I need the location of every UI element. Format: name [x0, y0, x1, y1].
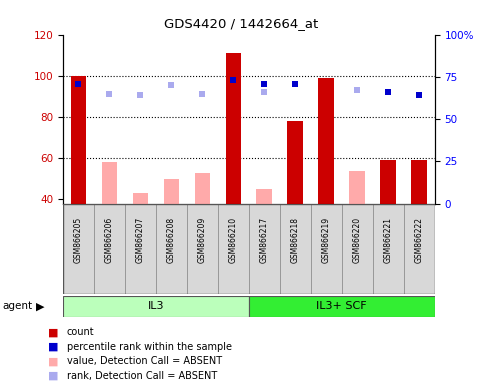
Text: rank, Detection Call = ABSENT: rank, Detection Call = ABSENT — [67, 371, 217, 381]
Text: GSM866209: GSM866209 — [198, 217, 207, 263]
Bar — [256, 189, 272, 204]
Bar — [373, 204, 404, 294]
Bar — [404, 204, 435, 294]
Bar — [94, 204, 125, 294]
Text: GSM866217: GSM866217 — [260, 217, 269, 263]
Text: IL3: IL3 — [147, 301, 164, 311]
Text: GSM866220: GSM866220 — [353, 217, 362, 263]
Bar — [101, 162, 117, 204]
Text: value, Detection Call = ABSENT: value, Detection Call = ABSENT — [67, 356, 222, 366]
Text: ■: ■ — [48, 356, 59, 366]
Text: ■: ■ — [48, 327, 59, 337]
Bar — [125, 204, 156, 294]
Text: percentile rank within the sample: percentile rank within the sample — [67, 342, 232, 352]
Text: count: count — [67, 327, 94, 337]
Text: GSM866222: GSM866222 — [415, 217, 424, 263]
Bar — [63, 296, 249, 317]
Bar — [132, 193, 148, 204]
Text: GSM866207: GSM866207 — [136, 217, 145, 263]
Bar — [195, 173, 210, 204]
Text: GSM866210: GSM866210 — [229, 217, 238, 263]
Bar — [381, 160, 396, 204]
Text: agent: agent — [2, 301, 32, 311]
Bar — [318, 78, 334, 204]
Bar — [71, 76, 86, 204]
Text: GSM866208: GSM866208 — [167, 217, 176, 263]
Bar — [287, 121, 303, 204]
Bar — [412, 160, 427, 204]
Text: GSM866206: GSM866206 — [105, 217, 114, 263]
Bar — [164, 179, 179, 204]
Bar — [249, 204, 280, 294]
Text: IL3+ SCF: IL3+ SCF — [316, 301, 367, 311]
Text: GDS4420 / 1442664_at: GDS4420 / 1442664_at — [164, 17, 319, 30]
Bar — [280, 204, 311, 294]
Bar — [249, 296, 435, 317]
Bar — [311, 204, 342, 294]
Bar — [218, 204, 249, 294]
Text: GSM866221: GSM866221 — [384, 217, 393, 263]
Bar — [342, 204, 373, 294]
Bar — [156, 204, 187, 294]
Text: ■: ■ — [48, 371, 59, 381]
Bar — [226, 53, 241, 204]
Text: ▶: ▶ — [36, 301, 45, 311]
Bar — [63, 204, 94, 294]
Bar — [350, 170, 365, 204]
Text: GSM866218: GSM866218 — [291, 217, 300, 263]
Text: GSM866205: GSM866205 — [74, 217, 83, 263]
Text: ■: ■ — [48, 342, 59, 352]
Bar — [187, 204, 218, 294]
Text: GSM866219: GSM866219 — [322, 217, 331, 263]
